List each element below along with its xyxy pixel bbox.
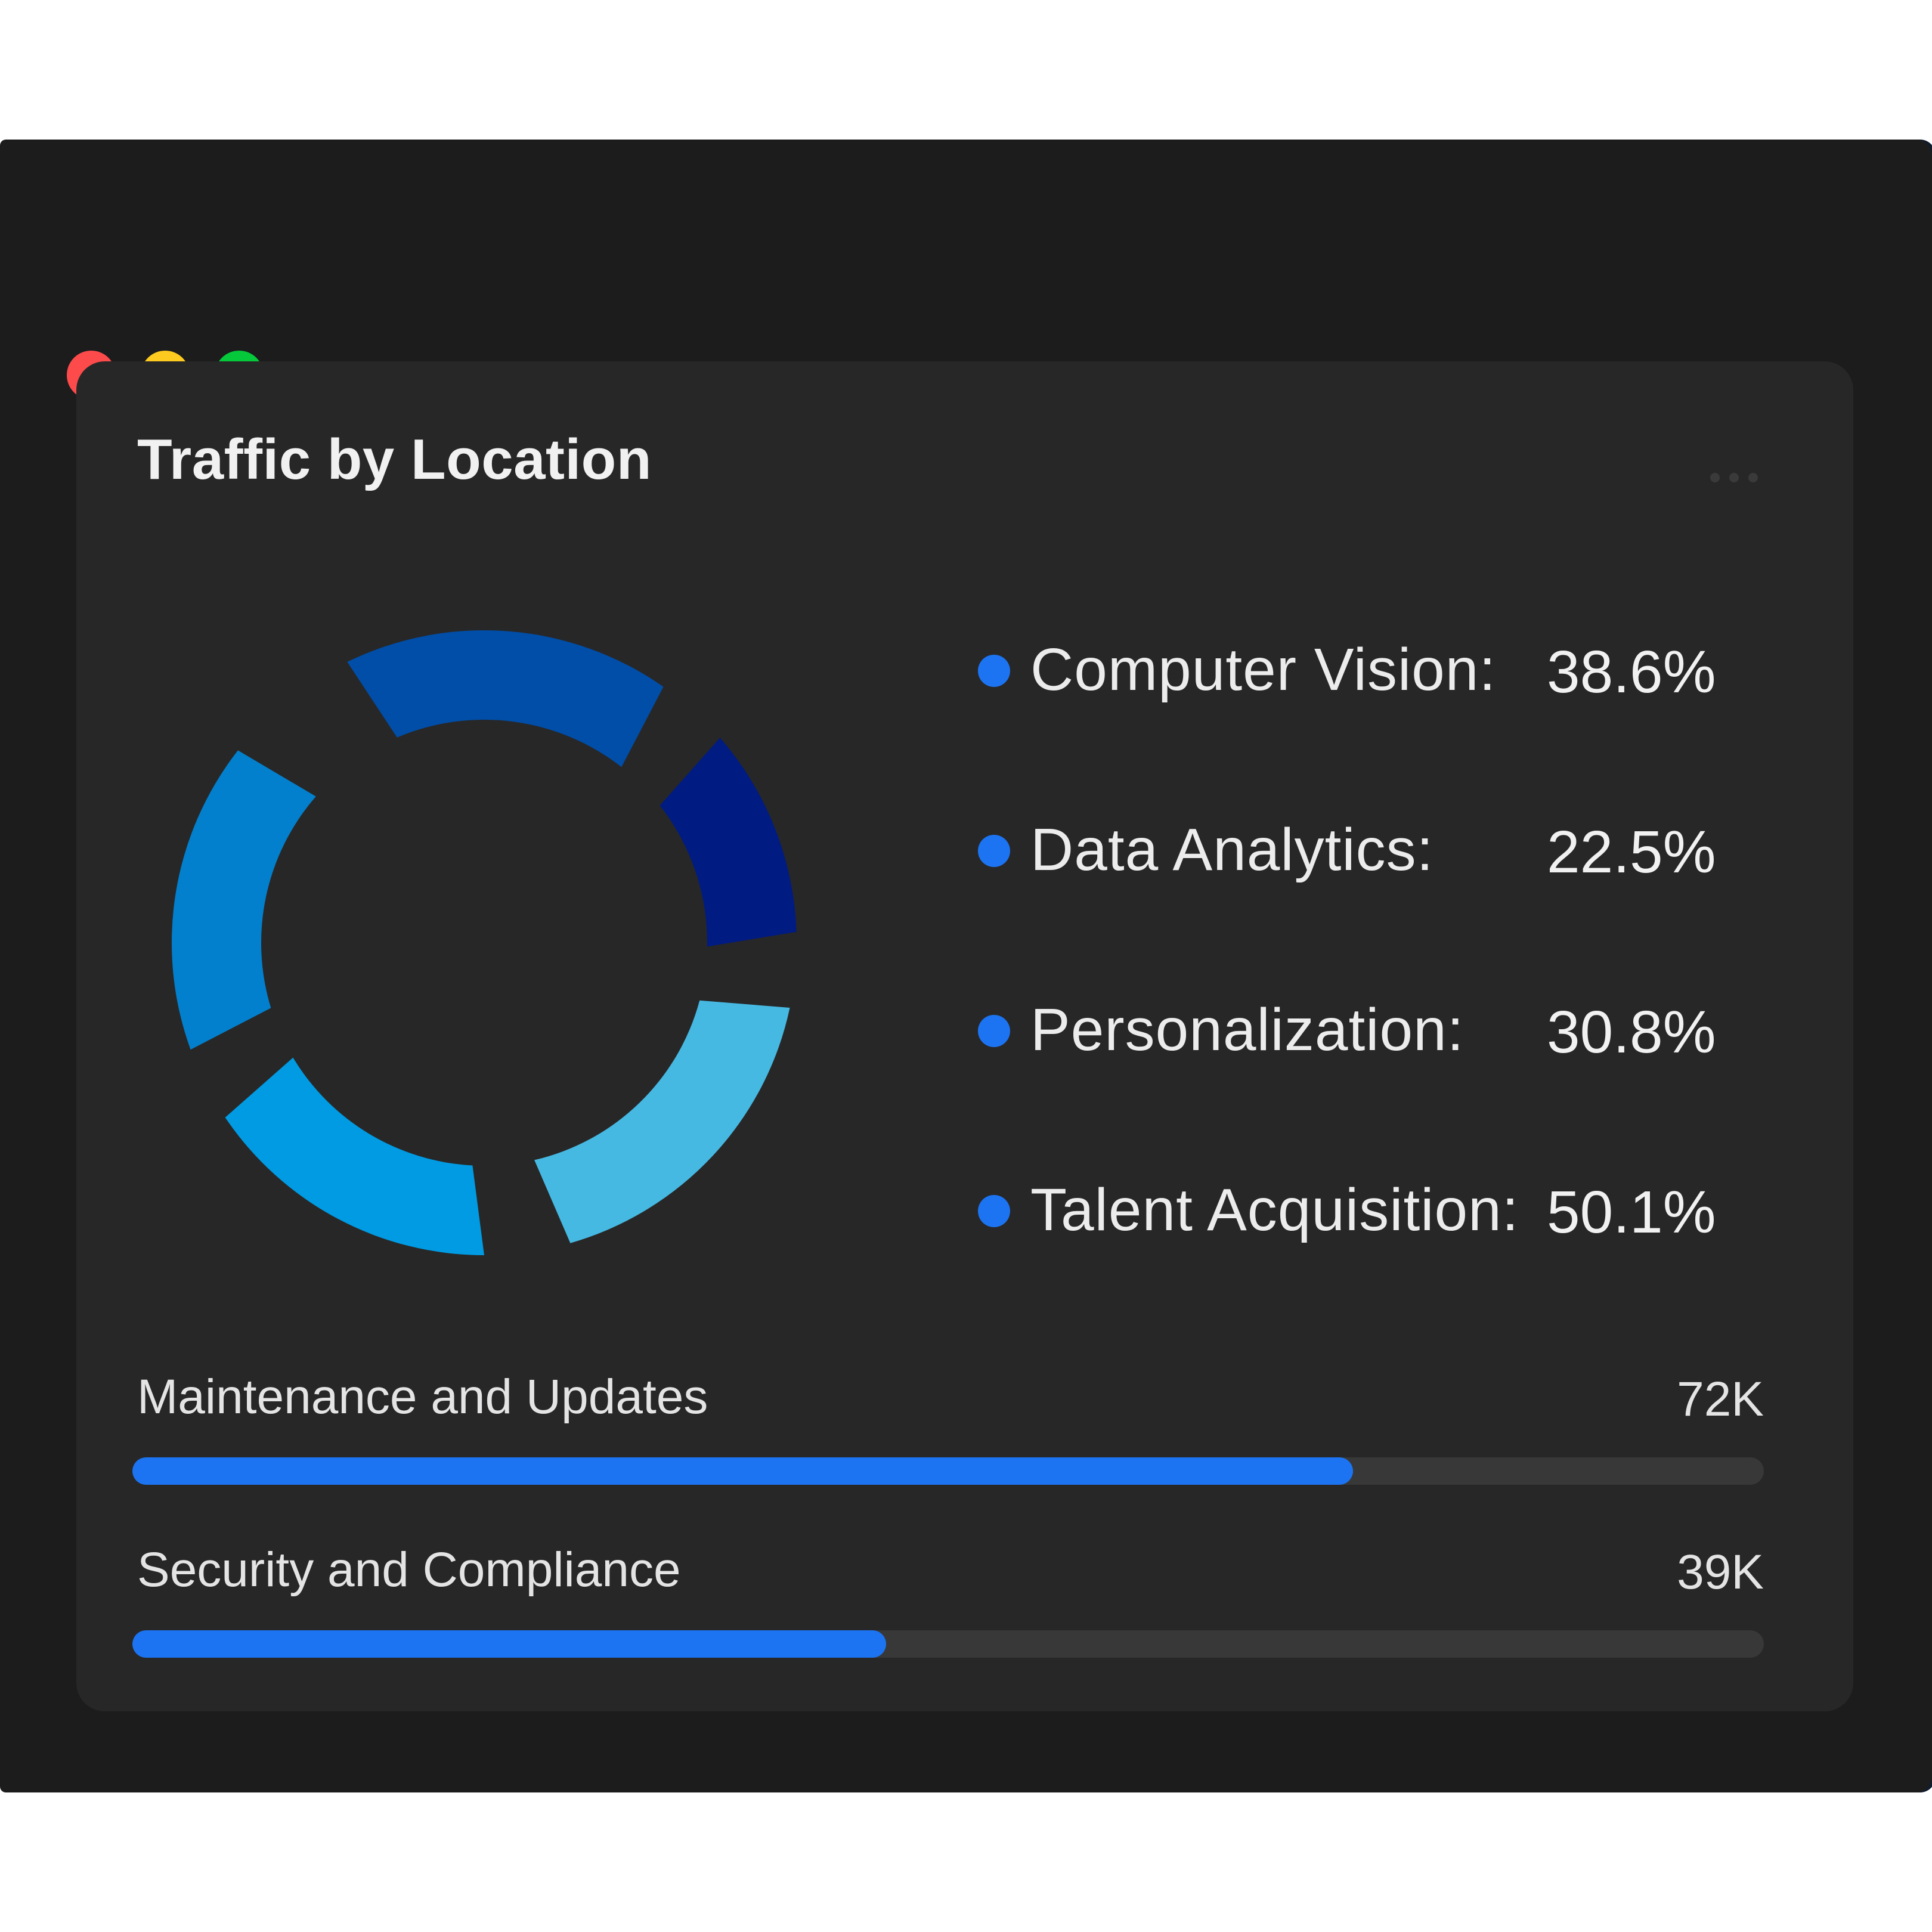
metric-value: 39K: [1677, 1545, 1764, 1599]
progress-bar-track: [132, 1630, 1764, 1658]
donut-segment-data-analytics: [660, 738, 797, 947]
legend-item-talent-acquisition: Talent Acquisition: 50.1%: [899, 1164, 1794, 1344]
legend-label: Personalization:: [1030, 996, 1465, 1063]
legend-value: 38.6%: [1547, 639, 1716, 705]
legend-label: Computer Vision:: [1030, 636, 1497, 703]
traffic-card: Traffic by Location Computer Vision: 38.…: [76, 361, 1853, 1711]
legend-value: 22.5%: [1547, 819, 1716, 886]
legend-dot-icon: [978, 655, 1010, 687]
legend-dot-icon: [978, 1195, 1010, 1227]
card-title: Traffic by Location: [137, 428, 652, 491]
legend-value: 50.1%: [1547, 1179, 1716, 1246]
legend-label: Talent Acquisition:: [1030, 1176, 1519, 1243]
progress-bar-fill: [132, 1457, 1353, 1485]
metric-value: 72K: [1677, 1372, 1764, 1426]
progress-bar-track: [132, 1457, 1764, 1485]
progress-bar-fill: [132, 1630, 887, 1658]
more-horizontal-icon-dot: [1729, 473, 1739, 482]
legend-dot-icon: [978, 835, 1010, 867]
legend-item-computer-vision: Computer Vision: 38.6%: [899, 624, 1794, 804]
more-horizontal-icon-dot: [1748, 473, 1758, 482]
more-horizontal-icon: [1710, 473, 1720, 482]
donut-segment-personalization: [534, 1000, 790, 1243]
donut-segment-5: [172, 750, 316, 1050]
metric-label: Maintenance and Updates: [137, 1370, 708, 1424]
chart-legend: Computer Vision: 38.6% Data Analytics: 2…: [899, 624, 1794, 1344]
legend-label: Data Analytics:: [1030, 816, 1434, 883]
legend-item-data-analytics: Data Analytics: 22.5%: [899, 804, 1794, 984]
donut-segment-computer-vision: [347, 630, 664, 767]
legend-dot-icon: [978, 1015, 1010, 1047]
donut-segment-talent-acquisition: [225, 1057, 484, 1255]
more-options-button[interactable]: [1692, 457, 1776, 499]
legend-item-personalization: Personalization: 30.8%: [899, 984, 1794, 1164]
legend-value: 30.8%: [1547, 999, 1716, 1066]
metric-label: Security and Compliance: [137, 1543, 681, 1597]
